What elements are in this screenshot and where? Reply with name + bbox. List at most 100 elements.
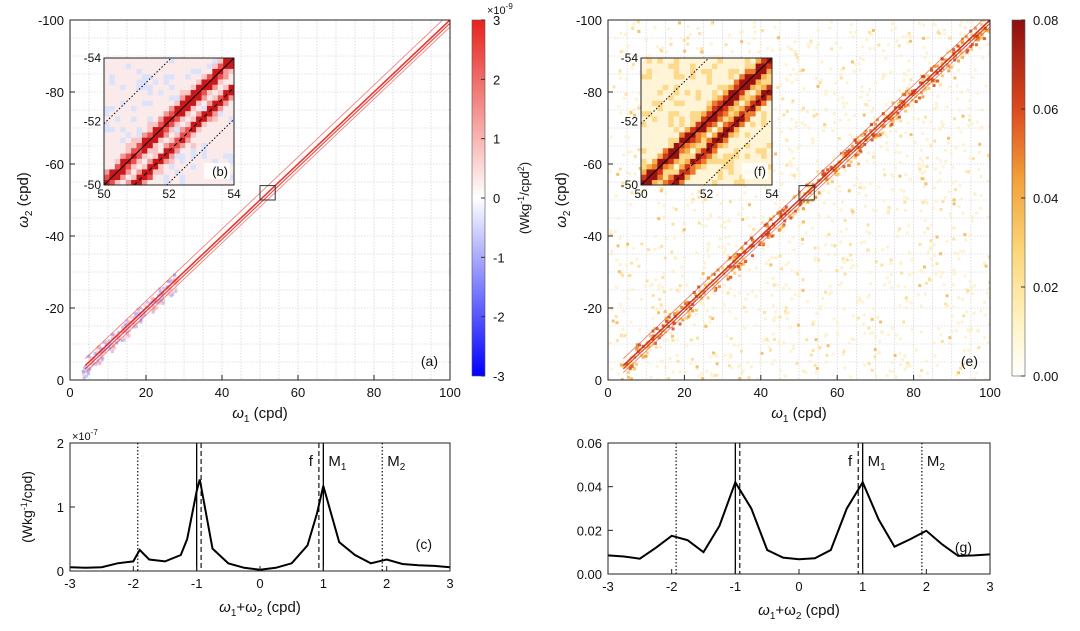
noise-cell bbox=[637, 29, 641, 33]
inset-cell bbox=[662, 73, 669, 80]
inset-cell bbox=[673, 68, 680, 75]
reference-line-label: f bbox=[309, 453, 314, 470]
y-tick-label: -40 bbox=[583, 229, 602, 244]
noise-cell bbox=[774, 201, 778, 205]
inset-cell bbox=[657, 158, 664, 165]
inset-cell bbox=[679, 163, 685, 170]
noise-cell bbox=[865, 159, 869, 163]
noise-cell bbox=[939, 207, 943, 211]
inset-cell bbox=[641, 137, 647, 143]
inset-cell bbox=[728, 132, 735, 138]
inset-cell bbox=[679, 100, 685, 106]
noise-cell bbox=[738, 363, 742, 367]
noise-cell bbox=[965, 291, 969, 295]
noise-cell bbox=[637, 106, 641, 110]
noise-cell bbox=[678, 21, 682, 25]
inset-cell bbox=[163, 169, 170, 175]
noise-cell bbox=[959, 24, 963, 28]
noise-cell bbox=[964, 287, 968, 291]
noise-cell bbox=[752, 21, 756, 25]
noise-cell bbox=[801, 237, 805, 241]
noise-cell bbox=[674, 207, 678, 211]
noise-cell bbox=[854, 30, 858, 34]
inset-cell bbox=[750, 147, 756, 154]
noise-cell bbox=[904, 99, 908, 103]
inset-cell bbox=[206, 73, 213, 80]
noise-cell bbox=[722, 251, 726, 255]
diagonal-band bbox=[84, 22, 450, 370]
noise-cell bbox=[860, 186, 864, 190]
inset-cell bbox=[120, 58, 126, 64]
inset-cell bbox=[717, 58, 724, 64]
inset-cell bbox=[766, 126, 772, 133]
noise-cell bbox=[953, 76, 957, 80]
inset-guide-line bbox=[670, 87, 772, 185]
noise-cell bbox=[872, 46, 876, 50]
inset-cell bbox=[163, 84, 170, 91]
noise-cell bbox=[610, 367, 614, 371]
noise-cell bbox=[789, 73, 793, 77]
inset-cell bbox=[163, 89, 170, 96]
inset-cell bbox=[217, 121, 224, 128]
inset-cell bbox=[109, 79, 116, 85]
y-tick-label: 2 bbox=[57, 436, 64, 451]
inset-cell bbox=[190, 110, 197, 117]
inset-cell bbox=[728, 105, 735, 112]
noise-cell bbox=[614, 315, 618, 319]
noise-cell bbox=[788, 160, 792, 164]
inset-cell bbox=[206, 179, 213, 185]
noise-cell bbox=[833, 121, 837, 125]
noise-cell bbox=[903, 368, 907, 372]
plot-background bbox=[70, 443, 450, 571]
inset-cell bbox=[679, 95, 685, 101]
noise-cell bbox=[691, 357, 695, 361]
diagonal-cell bbox=[936, 79, 940, 83]
diagonal-cell bbox=[707, 282, 711, 286]
inset-cell bbox=[739, 142, 746, 149]
noise-cell bbox=[934, 102, 938, 106]
noise-cell bbox=[858, 185, 862, 189]
noise-cell bbox=[868, 270, 872, 274]
diagonal-cell bbox=[726, 277, 730, 281]
inset-cell bbox=[761, 158, 767, 165]
noise-cell bbox=[626, 183, 630, 187]
noise-cell bbox=[882, 199, 886, 203]
inset-cell bbox=[711, 147, 718, 154]
noise-cell bbox=[623, 334, 627, 338]
inset-cell bbox=[733, 126, 740, 133]
noise-cell bbox=[649, 376, 653, 380]
inset-x-tick-label: 52 bbox=[162, 187, 176, 201]
noise-cell bbox=[659, 189, 663, 193]
diagonal-cell bbox=[116, 335, 120, 339]
noise-cell bbox=[899, 188, 903, 192]
noise-cell bbox=[987, 287, 990, 291]
inset-cell bbox=[695, 158, 702, 165]
inset-cell bbox=[739, 79, 746, 85]
noise-cell bbox=[834, 82, 838, 86]
inset-cell bbox=[125, 95, 132, 101]
inset-cell bbox=[673, 174, 680, 181]
inset-cell bbox=[690, 153, 696, 159]
inset-cell bbox=[223, 73, 229, 80]
noise-cell bbox=[791, 343, 795, 347]
noise-cell bbox=[884, 132, 888, 136]
diagonal-cell bbox=[98, 354, 102, 358]
inset-cell bbox=[679, 79, 685, 85]
diagonal-cell bbox=[688, 313, 692, 317]
noise-cell bbox=[721, 289, 725, 293]
noise-cell bbox=[628, 203, 632, 207]
noise-cell bbox=[660, 49, 664, 53]
noise-cell bbox=[822, 129, 826, 133]
inset-cell bbox=[136, 95, 143, 101]
inset-cell bbox=[684, 169, 691, 175]
inset-cell bbox=[701, 105, 707, 112]
inset-cell bbox=[690, 174, 696, 181]
noise-cell bbox=[812, 108, 816, 112]
inset-cell bbox=[152, 163, 159, 170]
inset-cell bbox=[190, 163, 197, 170]
noise-cell bbox=[894, 375, 898, 379]
noise-cell bbox=[761, 215, 765, 219]
diagonal-cell bbox=[882, 124, 886, 128]
noise-cell bbox=[801, 220, 805, 224]
noise-cell bbox=[963, 274, 967, 278]
